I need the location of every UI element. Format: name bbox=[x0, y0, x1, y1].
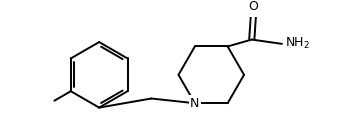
Text: NH$_2$: NH$_2$ bbox=[285, 36, 310, 51]
Text: O: O bbox=[248, 0, 259, 13]
Text: N: N bbox=[190, 97, 199, 110]
